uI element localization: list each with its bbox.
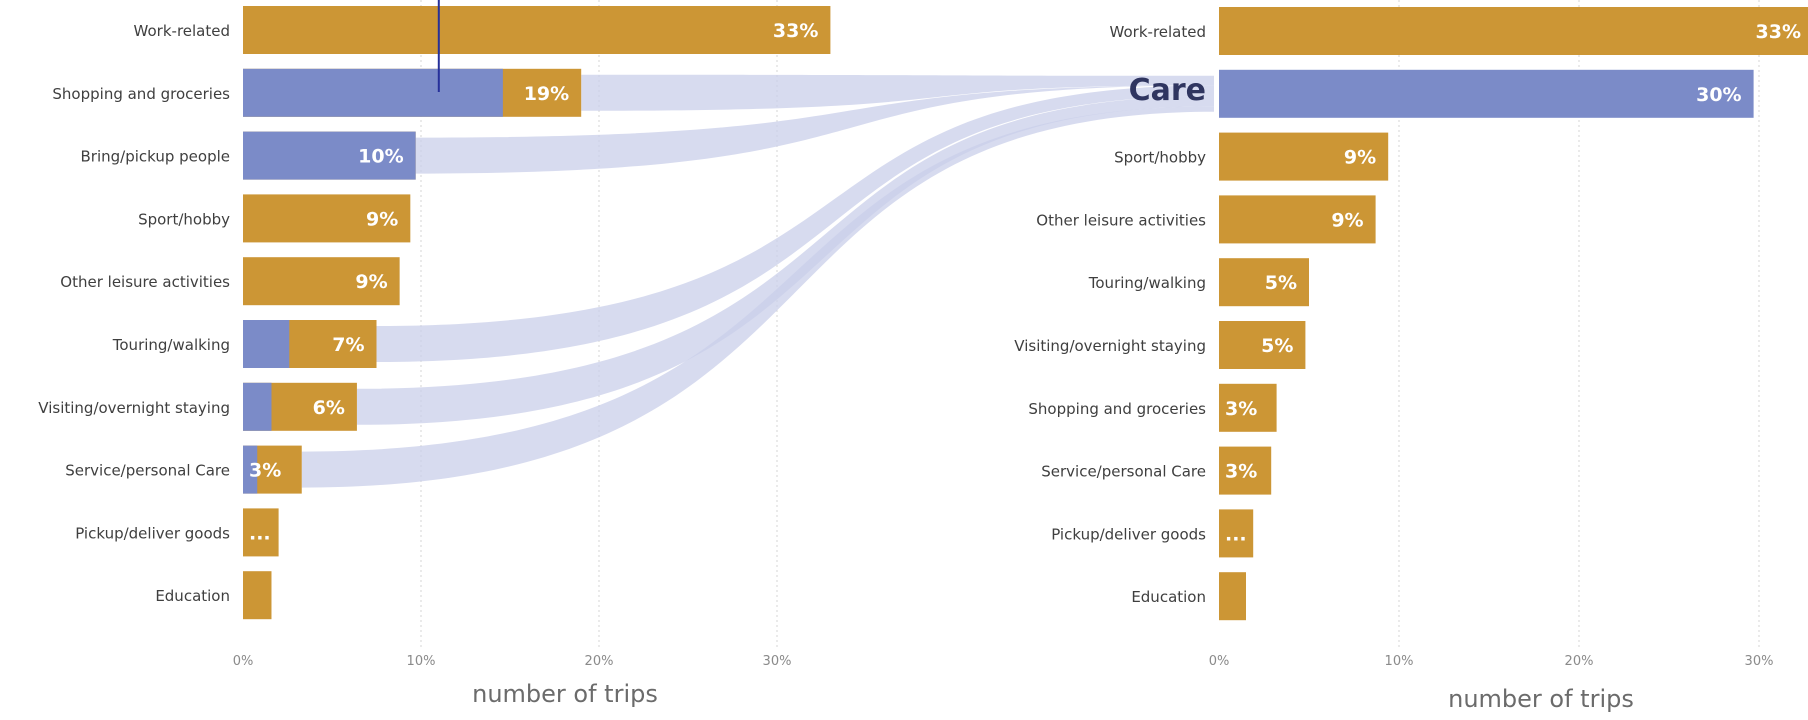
- left-value-label-service-personal-care: 3%: [249, 460, 281, 482]
- left-category-label-touring-walking: Touring/walking: [112, 336, 230, 354]
- left-category-label-visiting-overnight-staying: Visiting/overnight staying: [38, 399, 230, 417]
- left-category-label-service-personal-care: Service/personal Care: [65, 462, 230, 480]
- left-x-tick-3: 30%: [763, 654, 792, 669]
- left-category-label-other-leisure-activities: Other leisure activities: [60, 273, 230, 291]
- right-bar-other-leisure-activities: [1219, 195, 1376, 244]
- bars: [243, 6, 1808, 621]
- left-value-label-other-leisure-activities: 9%: [355, 271, 387, 293]
- right-bar-care: [1219, 69, 1754, 118]
- left-bar-education: [243, 571, 272, 620]
- left-bar-pickup-deliver-goods: [243, 508, 279, 557]
- flow-band-shopping-and-groceries: [581, 74, 1214, 111]
- right-category-label-education: Education: [1131, 588, 1206, 606]
- right-x-axis-title: number of trips: [1448, 685, 1634, 713]
- left-x-axis-title: number of trips: [472, 680, 658, 708]
- right-category-label-visiting-overnight-staying: Visiting/overnight staying: [1014, 337, 1206, 355]
- left-bar-care-part-bring-pickup-people: [243, 131, 416, 180]
- flow-band-bring-pickup-people: [415, 85, 1214, 174]
- flow-band-visiting-overnight-staying: [356, 95, 1214, 425]
- flow-bands: [301, 74, 1214, 488]
- right-category-label-pickup-deliver-goods: Pickup/deliver goods: [1051, 525, 1206, 543]
- left-value-label-shopping-and-groceries: 19%: [524, 83, 569, 105]
- right-bar-work-related: [1219, 7, 1808, 55]
- right-value-label-care: 30%: [1696, 84, 1741, 106]
- left-category-label-bring-pickup-people: Bring/pickup people: [80, 148, 230, 166]
- left-category-label-education: Education: [155, 587, 230, 605]
- left-value-label-work-related: 33%: [773, 20, 818, 42]
- right-value-label-visiting-overnight-staying: 5%: [1261, 335, 1293, 357]
- left-bar-other-leisure-activities: [243, 257, 400, 306]
- right-x-tick-0: 0%: [1209, 654, 1230, 669]
- flow-band-touring-walking: [376, 85, 1214, 363]
- right-x-tick-3: 30%: [1745, 654, 1774, 669]
- right-value-label-pickup-deliver-goods: ...: [1225, 523, 1247, 545]
- left-value-label-touring-walking: 7%: [332, 334, 364, 356]
- right-value-label-touring-walking: 5%: [1265, 272, 1297, 294]
- right-x-tick-1: 10%: [1385, 654, 1414, 669]
- left-bar-work-related: [243, 6, 831, 54]
- right-category-label-service-personal-care: Service/personal Care: [1041, 463, 1206, 481]
- right-category-label-sport-hobby: Sport/hobby: [1114, 149, 1206, 167]
- left-bar-care-part-service-personal-care: [243, 445, 258, 494]
- left-value-label-pickup-deliver-goods: ...: [249, 522, 271, 544]
- left-bar-sport-hobby: [243, 194, 411, 243]
- right-category-label-touring-walking: Touring/walking: [1088, 274, 1206, 292]
- right-category-label-work-related: Work-related: [1110, 23, 1206, 41]
- right-bar-education: [1219, 572, 1246, 621]
- left-value-label-visiting-overnight-staying: 6%: [313, 397, 345, 419]
- left-category-label-work-related: Work-related: [134, 22, 230, 40]
- right-bar-visiting-overnight-staying: [1219, 321, 1306, 369]
- right-bar-service-personal-care: [1219, 446, 1272, 495]
- left-x-tick-0: 0%: [233, 654, 254, 669]
- left-x-tick-1: 10%: [407, 654, 436, 669]
- right-value-label-other-leisure-activities: 9%: [1331, 209, 1363, 231]
- labels: Work-related 33% Shopping and groceries 19%…: [38, 0, 1801, 713]
- left-bar-care-part-visiting-overnight-staying: [243, 382, 272, 431]
- left-x-tick-2: 20%: [585, 654, 614, 669]
- right-bar-pickup-deliver-goods: [1219, 509, 1254, 558]
- right-bar-shopping-and-groceries: [1219, 383, 1277, 432]
- right-value-label-sport-hobby: 9%: [1344, 147, 1376, 169]
- right-bar-sport-hobby: [1219, 132, 1389, 181]
- right-category-label-care: Care: [1129, 73, 1206, 108]
- right-category-label-shopping-and-groceries: Shopping and groceries: [1028, 400, 1206, 418]
- left-category-label-shopping-and-groceries: Shopping and groceries: [52, 85, 230, 103]
- left-category-label-sport-hobby: Sport/hobby: [138, 210, 230, 228]
- flow-band-service-personal-care: [301, 106, 1214, 488]
- left-category-label-pickup-deliver-goods: Pickup/deliver goods: [75, 524, 230, 542]
- left-value-label-sport-hobby: 9%: [366, 208, 398, 230]
- right-value-label-service-personal-care: 3%: [1225, 461, 1257, 483]
- left-bar-care-part-touring-walking: [243, 320, 290, 368]
- right-bar-touring-walking: [1219, 258, 1309, 307]
- right-value-label-shopping-and-groceries: 3%: [1225, 398, 1257, 420]
- right-value-label-work-related: 33%: [1756, 21, 1801, 43]
- left-value-label-bring-pickup-people: 10%: [358, 146, 403, 168]
- right-category-label-other-leisure-activities: Other leisure activities: [1036, 211, 1206, 229]
- right-x-tick-2: 20%: [1565, 654, 1594, 669]
- left-bar-care-part-shopping-and-groceries: [243, 68, 503, 117]
